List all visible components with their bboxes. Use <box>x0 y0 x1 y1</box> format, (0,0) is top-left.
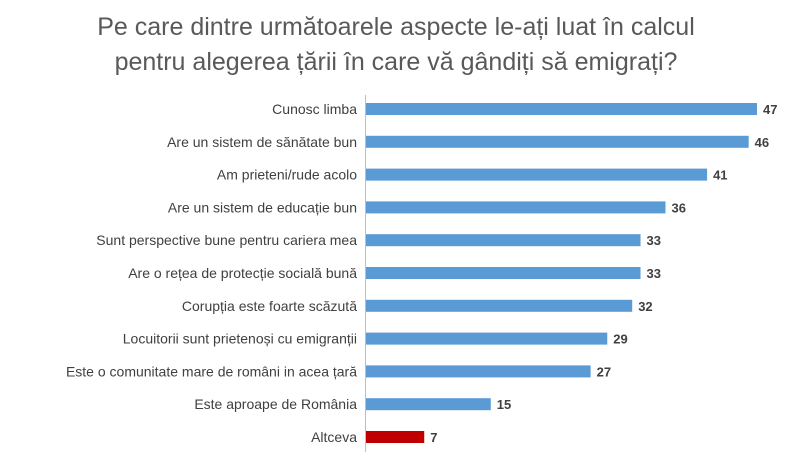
chart-title-line-1: Pe care dintre următoarele aspecte le-aț… <box>97 13 695 41</box>
category-label: Are o rețea de protecție socială bună <box>128 265 357 281</box>
bar <box>366 201 666 214</box>
category-label: Altceva <box>311 429 357 445</box>
value-label: 36 <box>671 200 685 215</box>
bar <box>366 135 749 148</box>
value-label: 33 <box>647 233 661 248</box>
category-label: Am prieteni/rude acolo <box>217 167 357 183</box>
value-label: 29 <box>613 332 627 347</box>
category-label: Este aproape de România <box>194 396 357 412</box>
value-label: 46 <box>755 135 769 150</box>
value-label: 33 <box>647 266 661 281</box>
category-label: Locuitorii sunt prietenoși cu emigranții <box>123 331 357 347</box>
value-label: 15 <box>497 397 511 412</box>
chart-title-line-2: pentru alegerea țării în care vă gândiți… <box>114 48 678 76</box>
category-label: Corupția este foarte scăzută <box>182 298 357 314</box>
bar <box>366 299 633 312</box>
category-label: Cunosc limba <box>272 101 357 117</box>
bar <box>366 365 591 378</box>
value-label: 32 <box>638 299 652 314</box>
bar <box>366 267 641 279</box>
category-label: Sunt perspective bune pentru cariera mea <box>96 232 357 248</box>
bars-group: Cunosc limba 47 Are un sistem de sănătate … <box>66 101 778 445</box>
bar <box>366 398 491 411</box>
chart-title: Pe care dintre următoarele aspecte le-aț… <box>0 10 792 80</box>
value-label: 41 <box>713 168 727 183</box>
bar <box>366 168 708 181</box>
bar <box>366 431 425 443</box>
bar <box>366 332 608 345</box>
category-label: Are un sistem de sănătate bun <box>167 134 357 150</box>
bar <box>366 103 757 115</box>
bar <box>366 234 641 247</box>
category-label: Are un sistem de educație bun <box>168 199 357 215</box>
value-label: 27 <box>597 364 611 379</box>
category-label: Este o comunitate mare de români in acea… <box>66 363 357 379</box>
value-label: 7 <box>430 430 437 445</box>
value-label: 47 <box>763 102 777 117</box>
